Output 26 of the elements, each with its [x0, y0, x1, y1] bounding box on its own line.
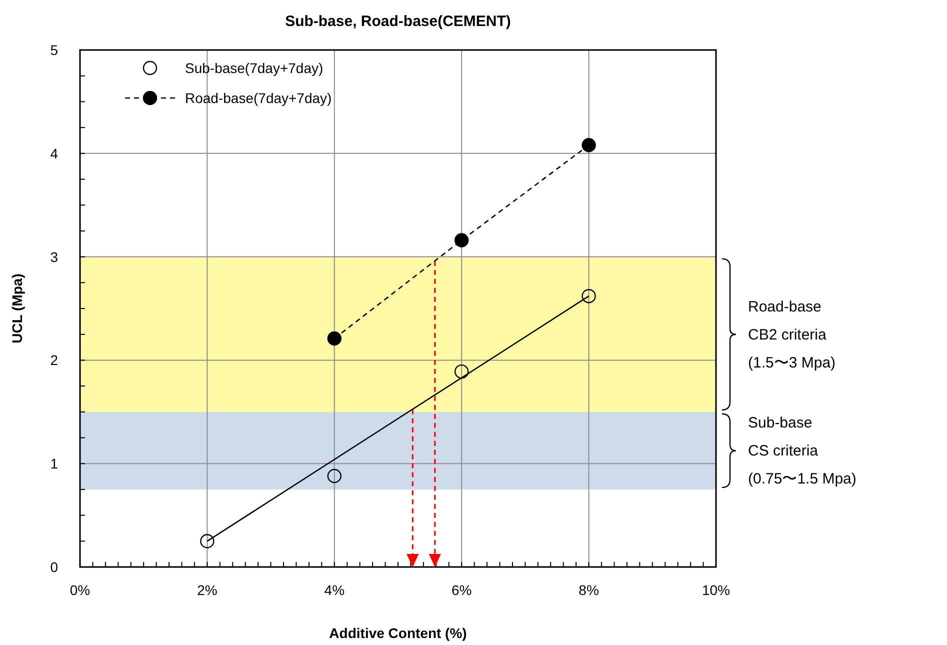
x-tick-label: 4% [324, 582, 345, 598]
x-tick-label: 8% [578, 582, 599, 598]
point [200, 534, 214, 548]
y-tick-label: 0 [50, 559, 58, 575]
point [582, 138, 596, 152]
point [582, 288, 596, 304]
y-tick-label: 4 [50, 145, 58, 162]
y-tick-label: 3 [50, 248, 58, 265]
legend-label: Sub-base(7day+7day) [185, 60, 324, 76]
y-axis-title: UCL (Mpa) [9, 274, 25, 344]
x-tick-label: 6% [451, 582, 472, 598]
x-tick-label: 10% [702, 582, 730, 598]
y-tick-label: 1 [50, 456, 58, 472]
band-label: Road-base CB2 criteria (1.5〜3 Mpa) [748, 298, 836, 372]
y-tick-label: 2 [50, 352, 58, 368]
x-tick-label: 2% [197, 582, 218, 598]
point [454, 233, 469, 248]
chart-title: Sub-base, Road-base(CEMENT) [285, 13, 511, 30]
y-tick-label: 5 [50, 42, 58, 58]
x-tick-label: 0% [70, 582, 90, 598]
point [327, 468, 342, 484]
point [327, 331, 342, 346]
band-label: Sub-base CS criteria (0.75〜1.5 Mpa) [748, 414, 856, 488]
point [454, 364, 469, 379]
legend-label: Road-base(7day+7day) [185, 90, 332, 106]
x-axis-title: Additive Content (%) [329, 625, 467, 641]
